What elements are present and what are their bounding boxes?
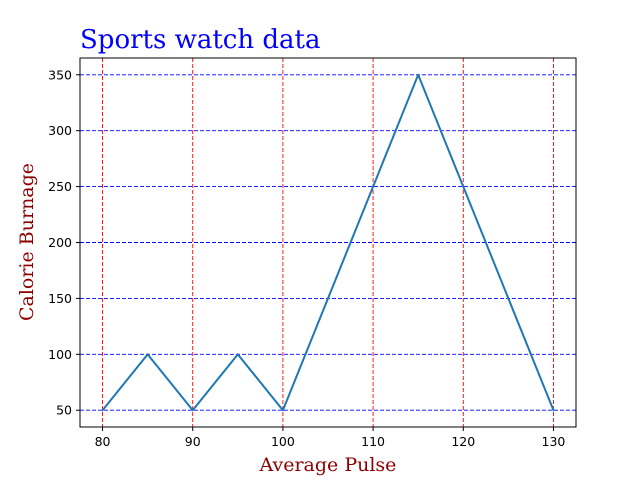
data-point: [147, 353, 149, 355]
chart-title: Sports watch data: [80, 25, 320, 55]
x-tick-label: 110: [361, 434, 385, 449]
y-tick-label: 150: [48, 291, 72, 306]
x-tick-label: 130: [542, 434, 566, 449]
x-tick-label: 80: [95, 434, 111, 449]
y-tick-label: 250: [48, 179, 72, 194]
x-tick-label: 100: [271, 434, 295, 449]
data-point: [237, 353, 239, 355]
data-point: [552, 409, 554, 411]
y-tick-label: 100: [48, 347, 72, 362]
data-point: [282, 409, 284, 411]
y-tick-label: 200: [48, 235, 72, 250]
data-point: [372, 186, 374, 188]
y-tick-label: 350: [48, 67, 72, 82]
x-tick-label: 120: [451, 434, 475, 449]
x-axis-label: Average Pulse: [259, 454, 397, 476]
data-point: [102, 409, 104, 411]
data-point: [192, 409, 194, 411]
plot-area: 80 90 100 110 120 130 50 100 150 200 250 300 350: [48, 57, 577, 449]
data-point: [507, 297, 509, 299]
x-tick-label: 90: [185, 434, 201, 449]
data-point: [417, 74, 419, 76]
y-axis-label: Calorie Burnage: [16, 163, 38, 321]
series-line: [101, 73, 555, 412]
data-point: [327, 297, 329, 299]
data-point: [462, 186, 464, 188]
y-tick-label: 50: [56, 403, 72, 418]
y-tick-label: 300: [48, 123, 72, 138]
